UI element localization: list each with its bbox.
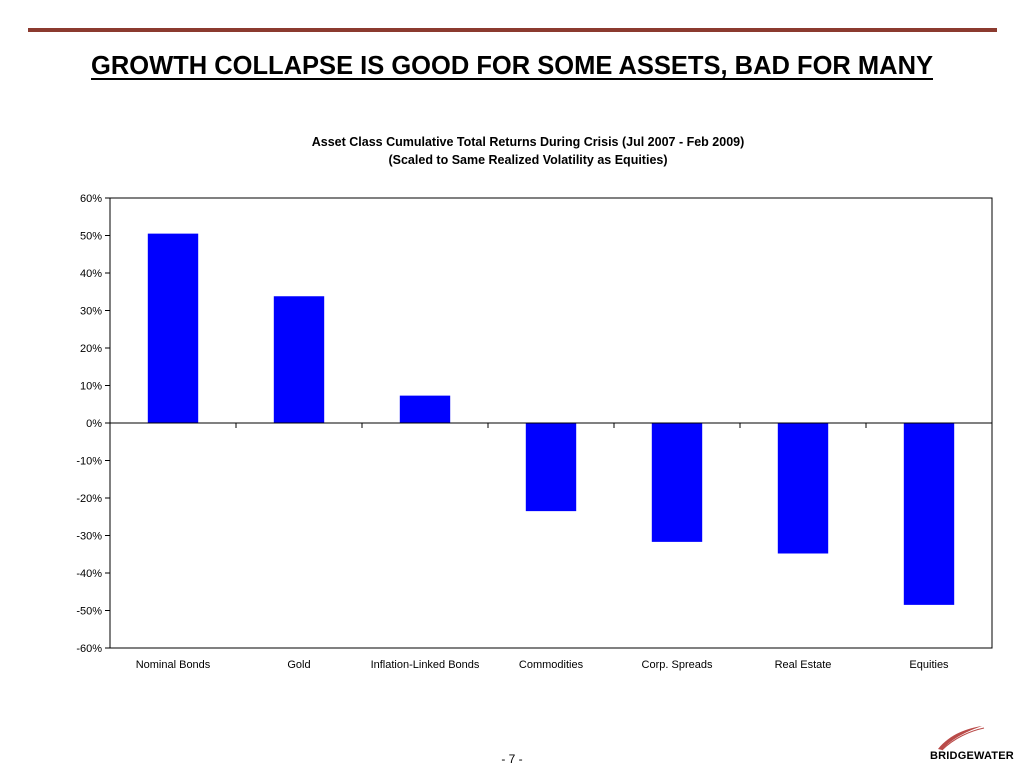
bar-corp-spreads xyxy=(651,423,703,542)
y-tick-label: -60% xyxy=(76,643,102,655)
bar-real-estate xyxy=(777,423,829,554)
y-tick-label: 40% xyxy=(80,268,102,280)
slide-title: GROWTH COLLAPSE IS GOOD FOR SOME ASSETS,… xyxy=(0,52,1024,81)
y-tick-label: -50% xyxy=(76,606,102,618)
bar-commodities xyxy=(525,423,577,512)
y-tick-label: 0% xyxy=(86,418,102,430)
x-axis: Nominal Bonds Gold Inflation-Linked Bonds C… xyxy=(110,422,992,671)
logo-swoosh-icon xyxy=(938,726,985,751)
x-category-label: Corp. Spreads xyxy=(642,659,713,671)
y-tick-label: 60% xyxy=(80,193,102,205)
x-category-label: Gold xyxy=(287,659,310,671)
x-category-label: Nominal Bonds xyxy=(136,659,211,671)
y-tick-label: -40% xyxy=(76,568,102,580)
bar-equities xyxy=(903,423,955,605)
y-tick-label: 10% xyxy=(80,381,102,393)
page-number: - 7 - xyxy=(501,752,523,766)
slide-title-text: GROWTH COLLAPSE IS GOOD FOR SOME ASSETS,… xyxy=(91,52,933,80)
bars xyxy=(147,233,955,605)
y-tick-label: -30% xyxy=(76,531,102,543)
x-category-label: Real Estate xyxy=(775,659,832,671)
chart-title: Asset Class Cumulative Total Returns Dur… xyxy=(312,135,745,149)
x-category-label: Commodities xyxy=(519,659,584,671)
y-tick-label: -20% xyxy=(76,493,102,505)
bar-nominal-bonds xyxy=(147,233,199,423)
bar-chart: Asset Class Cumulative Total Returns Dur… xyxy=(76,135,993,671)
bar-gold xyxy=(273,296,325,423)
chart-subtitle: (Scaled to Same Realized Volatility as E… xyxy=(388,153,667,167)
y-axis: 60% 50% 40% 30% 20% 10% 0% -10% -20% -30% -40% -50%… xyxy=(76,193,110,655)
y-tick-label: -10% xyxy=(76,456,102,468)
y-tick-label: 20% xyxy=(80,343,102,355)
top-rule xyxy=(28,28,997,32)
x-category-label: Equities xyxy=(909,659,949,671)
bar-inflation-linked-bonds xyxy=(399,395,451,423)
y-tick-label: 50% xyxy=(80,231,102,243)
x-category-label: Inflation-Linked Bonds xyxy=(371,659,480,671)
y-tick-label: 30% xyxy=(80,306,102,318)
bridgewater-logo: BRIDGEWATER xyxy=(930,722,1014,766)
logo-text: BRIDGEWATER xyxy=(930,750,1014,762)
